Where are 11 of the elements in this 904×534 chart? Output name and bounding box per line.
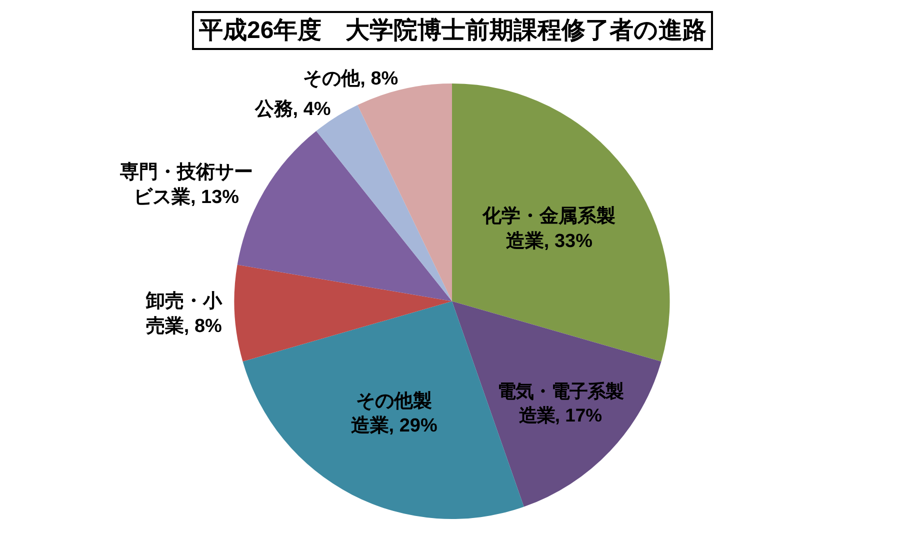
slice-label: 化学・金属系製造業, 33% (482, 205, 616, 252)
pie-slice (234, 264, 452, 362)
pie-slice (452, 301, 662, 507)
chart-title: 平成26年度 大学院博士前期課程修了者の進路 (198, 17, 707, 44)
slice-label: その他製造業, 29% (350, 390, 438, 437)
slice-label: 電気・電子系製造業, 17% (497, 380, 624, 426)
slice-label: その他, 8% (303, 68, 398, 90)
slice-label: 専門・技術サービス業, 13% (118, 161, 253, 208)
slice-label: 公務, 4% (254, 98, 331, 120)
pie-slice (452, 83, 670, 362)
slice-label: 卸売・小売業, 8% (144, 290, 223, 337)
